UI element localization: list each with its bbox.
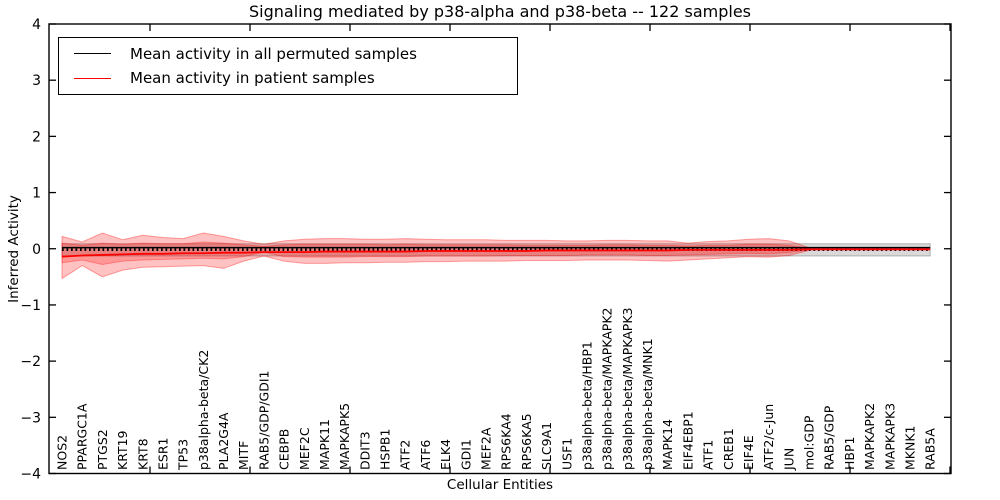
legend-item-patient: Mean activity in patient samples [59,69,517,87]
x-tick-label: MAPK11 [317,419,332,470]
x-tick-label: KRT8 [135,438,150,470]
x-tick-label: USF1 [559,438,574,470]
x-tick-label: MAPKAPK3 [882,403,897,470]
x-tick-label: ATF6 [418,440,433,470]
y-tick-label: −4 [20,467,41,483]
x-tick-label: p38alpha-beta/MAPKAPK3 [620,308,635,471]
y-tick-label: 2 [32,129,41,145]
x-tick-label: RAB5/GDP/GDI1 [256,371,271,470]
x-tick-label: p38alpha-beta/MAPKAPK2 [600,308,615,471]
x-tick-label: ELK4 [438,439,453,470]
x-tick-label: ATF1 [701,440,716,470]
x-tick-label: PLA2G4A [216,412,231,470]
y-tick-label: 4 [32,17,41,33]
y-tick-label: −3 [20,410,41,426]
x-tick-label: MEF2C [297,427,312,470]
y-tick-label: 1 [32,186,41,202]
x-tick-label: DDIT3 [357,431,372,470]
x-tick-label: RPS6KA5 [519,413,534,470]
x-tick-label: NOS2 [55,435,70,470]
x-tick-label: EIF4E [741,435,756,470]
mean-activity-patient [61,248,931,258]
y-tick-label: 3 [32,73,41,89]
x-tick-label: CREB1 [721,428,736,470]
x-tick-label: TP53 [176,439,191,471]
x-tick-label: RAB5A [923,428,938,470]
x-tick-label: ESR1 [155,438,170,470]
x-tick-label: MAPK14 [660,419,675,470]
x-tick-label: MKNK1 [903,426,918,470]
legend-label-patient: Mean activity in patient samples [130,69,375,88]
x-tick-label: JUN [781,448,796,471]
y-tick-label: 0 [32,242,41,258]
x-tick-label: mol:GDP [802,415,817,470]
x-tick-label: SLC9A1 [539,422,554,470]
legend: Mean activity in all permuted samples Me… [58,37,518,95]
x-tick-label: p38alpha-beta/CK2 [196,350,211,470]
x-tick-label: MEF2A [479,427,494,470]
y-tick-label: −1 [20,298,41,314]
x-tick-label: KRT19 [115,430,130,470]
x-tick-label: RPS6KA4 [499,413,514,470]
x-tick-label: CEBPB [277,429,292,470]
x-tick-label: MITF [236,441,251,470]
x-tick-label: RAB5/GDP [822,405,837,470]
x-tick-label: HSPB1 [378,429,393,470]
x-tick-label: MAPKAPK2 [862,403,877,470]
x-tick-label: ATF2/c-Jun [761,404,776,470]
chart-title: Signaling mediated by p38-alpha and p38-… [248,2,751,21]
x-tick-label: EIF4EBP1 [680,411,695,470]
x-tick-label: PPARGC1A [75,403,90,470]
x-tick-label: PTGS2 [95,429,110,470]
x-tick-label: ATF2 [398,440,413,470]
legend-line-red-icon [74,77,111,79]
legend-item-permuted: Mean activity in all permuted samples [59,45,517,63]
x-tick-label: p38alpha-beta/HBP1 [579,341,594,470]
legend-label-permuted: Mean activity in all permuted samples [130,44,417,63]
y-tick-label: −2 [20,354,41,370]
y-axis-label: Inferred Activity [6,195,22,303]
x-tick-label: HBP1 [842,437,857,470]
x-tick-label: GDI1 [458,439,473,470]
legend-line-black-icon [74,53,111,55]
x-tick-label: p38alpha-beta/MNK1 [640,338,655,470]
x-axis-label: Cellular Entities [446,477,554,493]
x-tick-label: MAPKAPK5 [337,403,352,470]
